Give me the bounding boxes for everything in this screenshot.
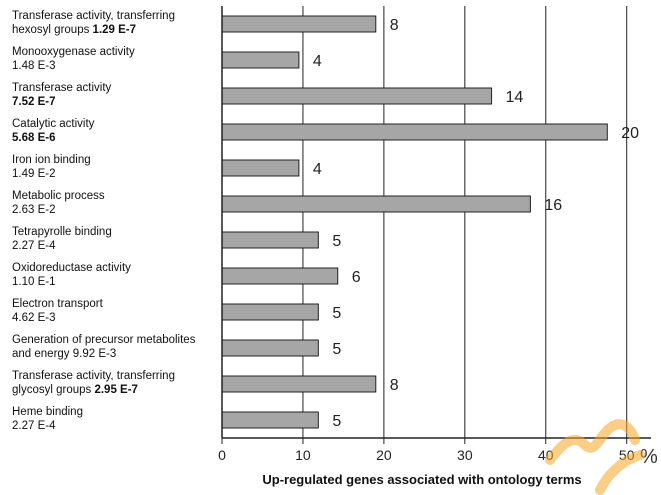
p-value: 5.68 E-6 <box>12 132 56 144</box>
x-axis-unit: % <box>640 446 658 468</box>
p-value: 1.49 E-2 <box>12 168 56 180</box>
category-label-8: Electron transport 4.62 E-3 <box>12 297 220 325</box>
bar-value-label-5: 16 <box>544 197 562 214</box>
p-value: 9.92 E-3 <box>69 348 117 360</box>
bar-10 <box>221 375 377 393</box>
bar-value-label-1: 4 <box>313 53 322 70</box>
x-tick-label-30: 30 <box>457 447 473 463</box>
p-value: 4.62 E-3 <box>12 312 56 324</box>
category-name: Transferase activity, transferring <box>12 10 175 22</box>
category-name: Catalytic activity <box>12 118 95 130</box>
category-name: Monooxygenase activity <box>12 46 135 58</box>
bar-6 <box>221 231 319 249</box>
p-value: 2.27 E-4 <box>12 420 56 432</box>
category-label-3: Catalytic activity 5.68 E-6 <box>12 117 220 145</box>
category-label-10: Transferase activity, transferring glycos… <box>12 369 220 397</box>
category-name: Electron transport <box>12 298 103 310</box>
bar-9 <box>221 339 319 357</box>
category-name: Transferase activity, transferring <box>12 370 175 382</box>
bar-0 <box>221 15 377 33</box>
category-label-11: Heme binding 2.27 E-4 <box>12 405 220 433</box>
category-label-7: Oxidoreductase activity 1.10 E-1 <box>12 261 220 289</box>
category-label-4: Iron ion binding 1.49 E-2 <box>12 153 220 181</box>
category-name: and energy 9.92 E-3 <box>12 348 117 360</box>
bar-value-label-2: 14 <box>506 89 524 106</box>
p-value: 1.10 E-1 <box>12 276 56 288</box>
x-axis-title: Up-regulated genes associated with ontol… <box>262 472 582 487</box>
bar-value-labels: 8 4 14 20 4 16 5 6 5 5 8 5 <box>313 17 639 430</box>
bar-value-label-10: 8 <box>390 377 399 394</box>
category-name: Transferase activity <box>12 82 112 94</box>
watermark-icon <box>545 419 645 495</box>
bar-value-label-4: 4 <box>313 161 322 178</box>
bar-5 <box>221 195 531 213</box>
bar-value-label-11: 5 <box>332 413 341 430</box>
bar-3 <box>221 123 608 141</box>
grid-lines <box>302 6 628 438</box>
x-tick-label-10: 10 <box>295 447 311 463</box>
bar-value-label-7: 6 <box>352 269 361 286</box>
bar-8 <box>221 303 319 321</box>
category-label-9: Generation of precursor metabolites and e… <box>12 333 220 361</box>
bar-2 <box>221 87 493 105</box>
bar-value-label-9: 5 <box>332 341 341 358</box>
category-name: Oxidoreductase activity <box>12 262 131 274</box>
x-tick-label-0: 0 <box>218 447 226 463</box>
bar-1 <box>221 51 300 69</box>
bar-4 <box>221 159 300 177</box>
bar-value-label-0: 8 <box>390 17 399 34</box>
bar-11 <box>221 411 319 429</box>
p-value: 2.63 E-2 <box>12 204 56 216</box>
p-value: 7.52 E-7 <box>12 96 56 108</box>
bar-value-label-8: 5 <box>332 305 341 322</box>
category-name: Generation of precursor metabolites <box>12 334 196 346</box>
category-name: glycosyl groups 2.95 E-7 <box>12 384 138 396</box>
bar-7 <box>221 267 339 285</box>
category-label-1: Monooxygenase activity 1.48 E-3 <box>12 45 220 73</box>
category-name: Tetrapyrolle binding <box>12 226 112 238</box>
category-name: Heme binding <box>12 406 83 418</box>
x-axis: 0 10 20 30 40 50 <box>218 6 651 463</box>
bar-value-label-3: 20 <box>621 125 639 142</box>
category-name: hexosyl groups 1.29 E-7 <box>12 24 137 36</box>
p-value: 2.95 E-7 <box>91 384 138 396</box>
category-label-5: Metabolic process 2.63 E-2 <box>12 189 220 217</box>
category-label-2: Transferase activity 7.52 E-7 <box>12 81 220 109</box>
category-name: Iron ion binding <box>12 154 91 166</box>
category-label-0: Transferase activity, transferring hexosy… <box>12 9 220 37</box>
p-value: 2.27 E-4 <box>12 240 56 252</box>
bar-value-label-6: 5 <box>332 233 341 250</box>
category-name: Metabolic process <box>12 190 105 202</box>
bars <box>221 15 608 429</box>
p-value: 1.48 E-3 <box>12 60 56 72</box>
x-tick-label-20: 20 <box>376 447 392 463</box>
p-value: 1.29 E-7 <box>89 24 137 36</box>
category-label-6: Tetrapyrolle binding 2.27 E-4 <box>12 225 220 253</box>
